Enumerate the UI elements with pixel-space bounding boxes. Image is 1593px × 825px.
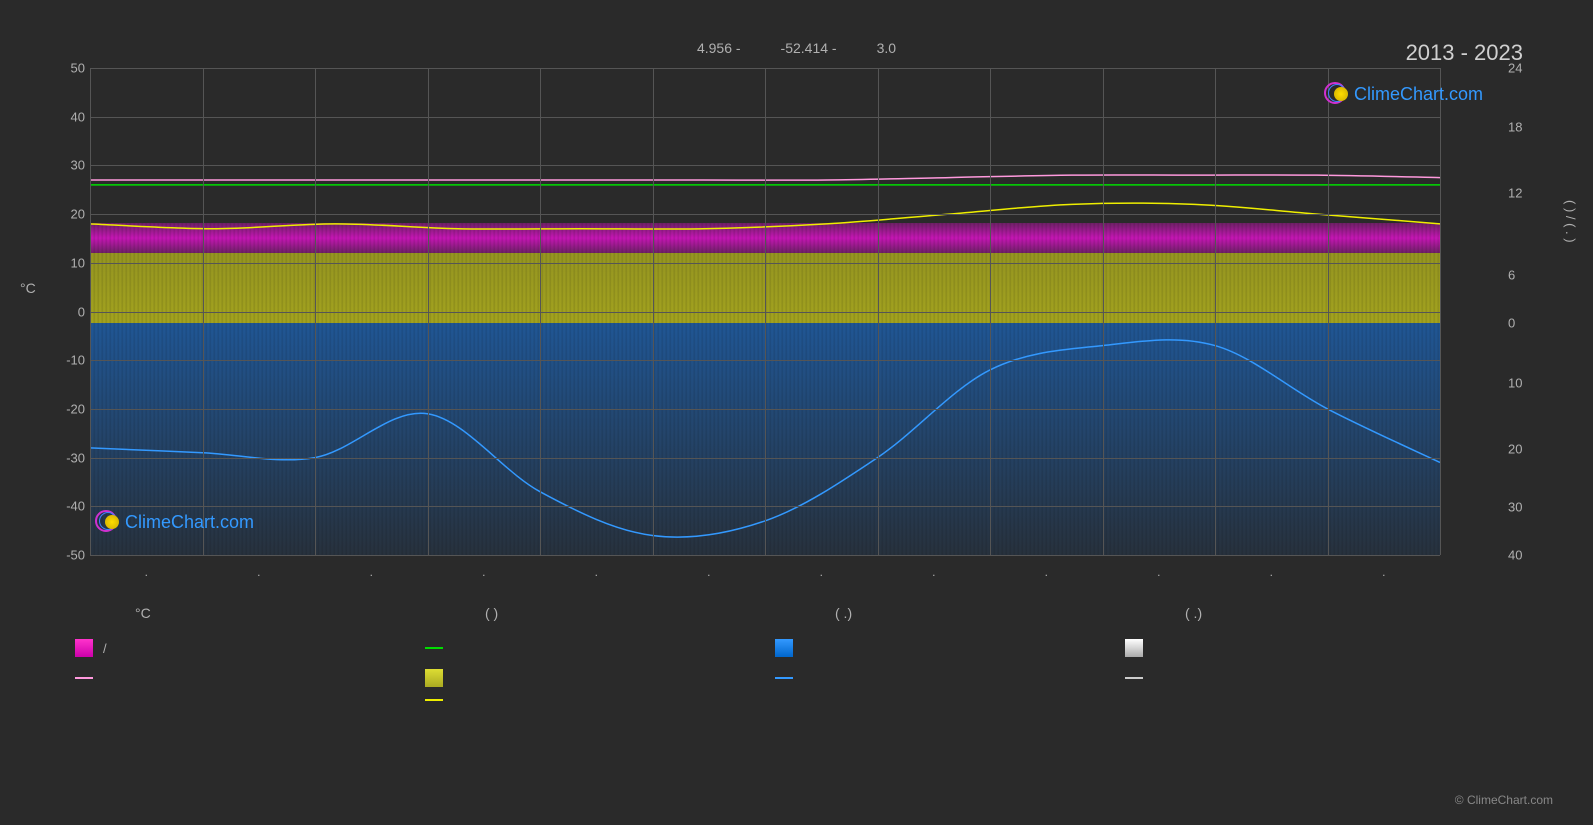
legend: °C( )( .)( .) / — [75, 605, 1475, 701]
x-tick: . — [820, 565, 823, 579]
y-tick-left: -20 — [66, 401, 85, 416]
legend-header: ( .) — [1125, 605, 1475, 621]
chart-container: 4.956 - -52.414 - 3.0 2013 - 2023 °C ( )… — [0, 0, 1593, 825]
y-axis-left-label: °C — [20, 280, 36, 296]
legend-header: ( .) — [775, 605, 1125, 621]
x-tick: . — [370, 565, 373, 579]
x-axis: ............ — [90, 565, 1440, 585]
logo-top: ClimeChart.com — [1324, 82, 1483, 106]
x-tick: . — [482, 565, 485, 579]
header-coords: 4.956 - -52.414 - 3.0 — [697, 40, 896, 56]
legend-item — [1125, 639, 1475, 657]
legend-item — [75, 699, 425, 701]
lat-value: 4.956 - — [697, 40, 741, 56]
y-tick-left: -10 — [66, 353, 85, 368]
legend-item — [775, 639, 1125, 657]
legend-header: °C — [75, 605, 425, 621]
legend-swatch — [425, 669, 443, 687]
logo-icon — [95, 510, 119, 534]
legend-item — [75, 669, 425, 687]
lon-value: -52.414 - — [781, 40, 837, 56]
legend-grid: / — [75, 639, 1475, 701]
y-tick-right: 10 — [1508, 376, 1522, 391]
logo-bottom: ClimeChart.com — [95, 510, 254, 534]
logo-text: ClimeChart.com — [125, 512, 254, 533]
legend-item — [425, 699, 775, 701]
x-tick: . — [257, 565, 260, 579]
legend-line-swatch — [1125, 677, 1143, 679]
y-tick-right: 24 — [1508, 61, 1522, 76]
y-tick-left: 10 — [71, 255, 85, 270]
copyright: © ClimeChart.com — [1455, 793, 1553, 807]
y-axis-right-label: ( ) / ( . ) — [1563, 200, 1578, 243]
x-tick: . — [1270, 565, 1273, 579]
legend-label: / — [103, 641, 107, 656]
y-tick-left: 20 — [71, 207, 85, 222]
legend-item — [775, 669, 1125, 687]
y-tick-left: 40 — [71, 109, 85, 124]
y-tick-right: 30 — [1508, 500, 1522, 515]
legend-line-swatch — [425, 699, 443, 701]
legend-header: ( ) — [425, 605, 775, 621]
y-tick-left: 30 — [71, 158, 85, 173]
plot-area — [90, 68, 1440, 555]
y-tick-right: 12 — [1508, 186, 1522, 201]
y-tick-right: 0 — [1508, 316, 1515, 331]
y-tick-right: 20 — [1508, 442, 1522, 457]
y-axis-left: 50403020100-10-20-30-40-50 — [35, 68, 85, 555]
x-tick: . — [1045, 565, 1048, 579]
x-tick: . — [145, 565, 148, 579]
elev-value: 3.0 — [877, 40, 896, 56]
legend-line-swatch — [775, 677, 793, 679]
legend-line-swatch — [75, 677, 93, 679]
legend-swatch — [1125, 639, 1143, 657]
x-tick: . — [707, 565, 710, 579]
y-tick-left: 0 — [78, 304, 85, 319]
logo-text: ClimeChart.com — [1354, 84, 1483, 105]
legend-item — [425, 669, 775, 687]
year-range: 2013 - 2023 — [1406, 40, 1523, 66]
x-tick: . — [932, 565, 935, 579]
x-tick: . — [595, 565, 598, 579]
logo-icon — [1324, 82, 1348, 106]
y-tick-right: 40 — [1508, 548, 1522, 563]
y-tick-left: 50 — [71, 61, 85, 76]
y-tick-right: 6 — [1508, 268, 1515, 283]
legend-item — [1125, 669, 1475, 687]
legend-headers: °C( )( .)( .) — [75, 605, 1475, 621]
y-tick-left: -50 — [66, 548, 85, 563]
legend-swatch — [775, 639, 793, 657]
legend-item — [425, 639, 775, 657]
y-tick-left: -30 — [66, 450, 85, 465]
legend-item: / — [75, 639, 425, 657]
y-tick-left: -40 — [66, 499, 85, 514]
y-axis-right: 2418126010203040 — [1508, 68, 1558, 555]
x-tick: . — [1382, 565, 1385, 579]
legend-line-swatch — [425, 647, 443, 649]
y-tick-right: 18 — [1508, 120, 1522, 135]
legend-swatch — [75, 639, 93, 657]
x-tick: . — [1157, 565, 1160, 579]
